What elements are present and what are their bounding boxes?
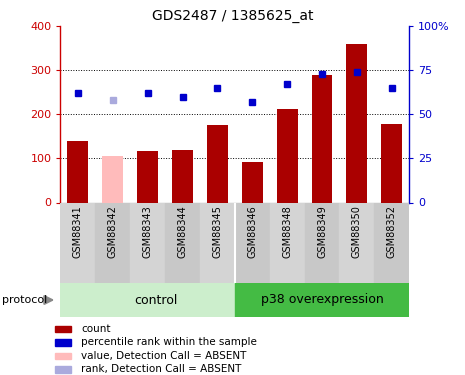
- Text: control: control: [135, 294, 178, 306]
- Bar: [102, 156, 123, 203]
- Bar: [95, 202, 130, 283]
- Text: GSM88344: GSM88344: [178, 205, 187, 258]
- Bar: [200, 202, 235, 283]
- Bar: [305, 202, 339, 283]
- Bar: [55, 366, 71, 373]
- Text: GDS2487 / 1385625_at: GDS2487 / 1385625_at: [152, 9, 313, 23]
- Bar: [130, 202, 165, 283]
- Bar: [165, 202, 200, 283]
- Bar: [270, 202, 305, 283]
- Bar: [60, 283, 235, 317]
- Bar: [374, 202, 409, 283]
- Bar: [242, 162, 263, 202]
- Text: rank, Detection Call = ABSENT: rank, Detection Call = ABSENT: [81, 364, 242, 374]
- Text: GSM88345: GSM88345: [213, 205, 222, 258]
- Text: GSM88343: GSM88343: [143, 205, 153, 258]
- Bar: [312, 75, 332, 202]
- Text: GSM88349: GSM88349: [317, 205, 327, 258]
- Text: protocol: protocol: [2, 295, 47, 305]
- Bar: [137, 151, 158, 202]
- Text: p38 overexpression: p38 overexpression: [261, 294, 383, 306]
- Bar: [55, 326, 71, 332]
- Bar: [60, 202, 95, 283]
- Bar: [55, 339, 71, 346]
- Bar: [207, 125, 228, 202]
- Text: GSM88346: GSM88346: [247, 205, 257, 258]
- Bar: [235, 283, 409, 317]
- Text: GSM88342: GSM88342: [108, 205, 118, 258]
- Text: GSM88352: GSM88352: [387, 205, 397, 258]
- Bar: [277, 109, 298, 202]
- Bar: [346, 44, 367, 203]
- Bar: [67, 141, 88, 202]
- Bar: [55, 352, 71, 359]
- Bar: [172, 150, 193, 202]
- Bar: [381, 124, 402, 202]
- Text: percentile rank within the sample: percentile rank within the sample: [81, 338, 257, 347]
- Text: count: count: [81, 324, 111, 334]
- Text: GSM88348: GSM88348: [282, 205, 292, 258]
- Text: GSM88341: GSM88341: [73, 205, 83, 258]
- Text: GSM88350: GSM88350: [352, 205, 362, 258]
- Bar: [339, 202, 374, 283]
- Bar: [235, 202, 270, 283]
- Text: value, Detection Call = ABSENT: value, Detection Call = ABSENT: [81, 351, 246, 361]
